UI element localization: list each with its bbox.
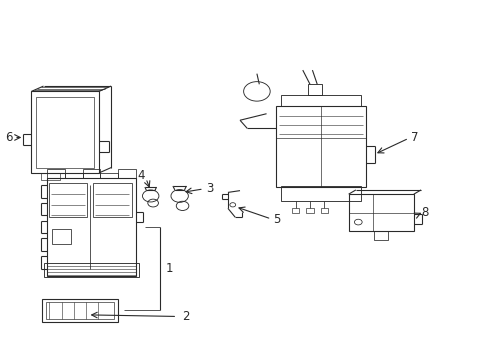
Bar [305, 208, 313, 213]
Bar [52, 229, 71, 243]
Bar [42, 299, 118, 322]
Bar [291, 208, 299, 213]
Bar [281, 186, 360, 201]
Text: 8: 8 [420, 207, 427, 220]
Text: 2: 2 [182, 310, 189, 323]
Text: 7: 7 [410, 131, 418, 144]
Bar [49, 183, 87, 217]
Text: 4: 4 [137, 169, 144, 182]
Bar [101, 173, 118, 178]
Bar [281, 95, 360, 105]
Text: 5: 5 [272, 213, 280, 226]
Bar [41, 173, 61, 180]
Bar [348, 194, 413, 231]
Bar [44, 263, 138, 278]
Bar [47, 178, 136, 276]
Text: 1: 1 [165, 262, 172, 275]
Bar [46, 302, 114, 319]
Bar [118, 169, 136, 178]
Bar [93, 183, 131, 217]
Bar [36, 97, 94, 168]
Bar [373, 231, 387, 240]
Bar [82, 169, 101, 178]
Text: 3: 3 [206, 182, 213, 195]
Bar [320, 208, 327, 213]
Bar [47, 169, 64, 178]
Bar [64, 173, 82, 178]
Text: 6: 6 [5, 131, 12, 144]
Bar [307, 84, 322, 95]
Bar [276, 105, 365, 187]
Bar [31, 91, 99, 173]
